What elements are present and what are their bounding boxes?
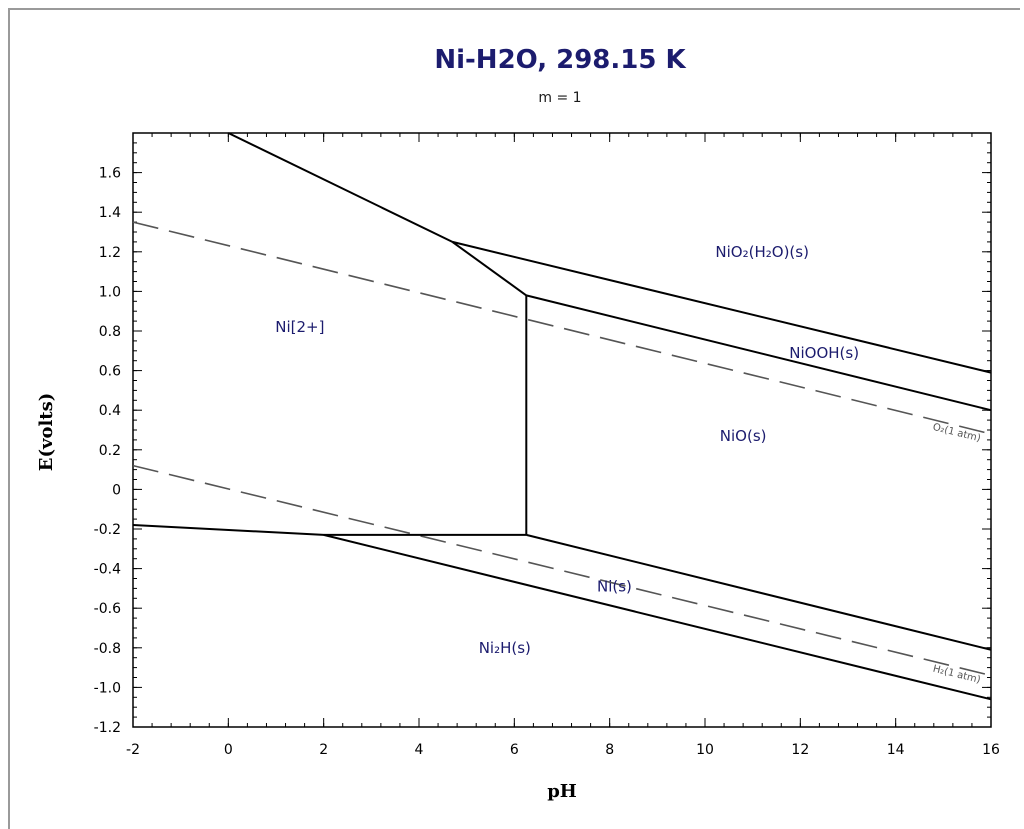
y-tick-label: -0.4 [94, 562, 121, 578]
y-tick-label: 1.4 [99, 205, 121, 221]
reference-lines: O₂(1 atm) H₂(1 atm) [132, 221, 992, 686]
y-tick-label: 0.4 [99, 403, 121, 419]
water-reference-line [132, 221, 992, 435]
x-tick-label: 8 [605, 742, 614, 758]
y-tick-label: 1.0 [99, 284, 121, 300]
region-label: Ni₂H(s) [479, 639, 531, 657]
region-label: Ni[2+] [275, 318, 324, 336]
phase-boundary-line [132, 524, 527, 536]
plot-area [132, 132, 992, 728]
phase-boundary-line [227, 132, 453, 243]
x-tick-label: 10 [696, 742, 714, 758]
x-tick-label: 14 [887, 742, 905, 758]
x-tick-label: 4 [415, 742, 424, 758]
y-tick-label: 1.2 [99, 245, 121, 261]
y-tick-label: 0 [112, 482, 121, 498]
region-label: NiO₂(H₂O)(s) [715, 243, 809, 261]
x-tick-label: 6 [510, 742, 519, 758]
x-tick-label: 2 [319, 742, 328, 758]
reference-line-label: O₂(1 atm) [931, 422, 981, 444]
phase-boundaries [132, 132, 992, 701]
phase-boundary-line [526, 533, 992, 651]
phase-boundary-line [526, 294, 992, 412]
y-tick-label: -0.2 [94, 522, 121, 538]
y-tick-label: 1.6 [99, 166, 121, 182]
region-label: Ni(s) [597, 577, 632, 595]
y-tick-label: -1.0 [94, 680, 121, 696]
reference-line-label: H₂(1 atm) [932, 664, 982, 686]
x-axis-label: pH [547, 781, 577, 802]
y-tick-label: -1.2 [94, 720, 121, 736]
phase-boundary-line [452, 240, 992, 374]
x-tick-label: 12 [791, 742, 809, 758]
x-tick-label: 0 [224, 742, 233, 758]
x-tick-label: -2 [126, 742, 140, 758]
chart-title: Ni-H2O, 298.15 K [434, 45, 686, 75]
tick-labels: -2 0 2 4 6 8 10 12 14 16 1.6 1.4 1.2 1.0 0.8 0.6 0.4 0.2 0… [94, 166, 1000, 758]
region-labels: NiO₂(H₂O)(s) Ni[2+] NiOOH(s) NiO(s) Ni(s) Ni₂… [275, 243, 859, 657]
x-tick-label: 16 [982, 742, 1000, 758]
axis-ticks [132, 132, 992, 728]
phase-boundary-line [451, 241, 527, 297]
y-tick-label: 0.2 [99, 443, 121, 459]
chart-subtitle: m = 1 [538, 90, 581, 106]
y-tick-label: 0.6 [99, 364, 121, 380]
y-axis-label: E(volts) [36, 393, 57, 472]
region-label: NiO(s) [720, 427, 767, 445]
region-label: NiOOH(s) [789, 344, 859, 362]
y-tick-label: -0.8 [94, 641, 121, 657]
chart-frame [8, 8, 1020, 829]
y-tick-label: -0.6 [94, 601, 121, 617]
water-reference-line [132, 464, 992, 677]
phase-boundary-line [323, 533, 992, 701]
y-tick-label: 0.8 [99, 324, 121, 340]
